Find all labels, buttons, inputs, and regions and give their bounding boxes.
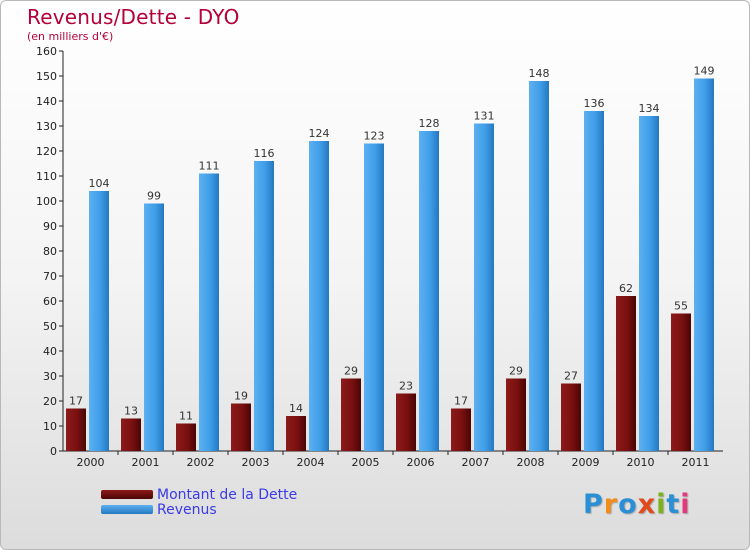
x-tick-label: 2005 bbox=[352, 456, 380, 469]
data-label-revenue: 116 bbox=[254, 147, 275, 160]
x-tick-label: 2002 bbox=[187, 456, 215, 469]
data-label-revenue: 131 bbox=[474, 110, 495, 123]
y-tick-label: 50 bbox=[43, 320, 57, 333]
y-tick-label: 150 bbox=[36, 70, 57, 83]
y-tick-label: 70 bbox=[43, 270, 57, 283]
y-tick-label: 140 bbox=[36, 95, 57, 108]
data-label-revenue: 136 bbox=[584, 97, 605, 110]
x-tick-label: 2006 bbox=[407, 456, 435, 469]
bar-revenue bbox=[694, 78, 714, 451]
bar-revenue bbox=[89, 191, 109, 451]
y-tick-label: 120 bbox=[36, 145, 57, 158]
legend-swatch-debt bbox=[101, 490, 153, 499]
y-tick-label: 90 bbox=[43, 220, 57, 233]
data-label-revenue: 99 bbox=[147, 190, 161, 203]
y-tick-label: 0 bbox=[50, 445, 57, 458]
bar-revenue bbox=[639, 116, 659, 451]
bar-revenue bbox=[419, 131, 439, 451]
data-label-debt: 11 bbox=[179, 410, 193, 423]
bar-debt bbox=[66, 408, 86, 451]
data-label-revenue: 123 bbox=[364, 130, 385, 143]
bar-revenue bbox=[199, 173, 219, 451]
bar-revenue bbox=[529, 81, 549, 451]
y-tick-label: 80 bbox=[43, 245, 57, 258]
y-tick-label: 40 bbox=[43, 345, 57, 358]
x-tick-label: 2009 bbox=[572, 456, 600, 469]
bar-debt bbox=[451, 408, 471, 451]
y-tick-label: 10 bbox=[43, 420, 57, 433]
logo-letter: i bbox=[656, 489, 667, 520]
bar-revenue bbox=[144, 203, 164, 451]
bar-debt bbox=[506, 378, 526, 451]
x-tick-label: 2004 bbox=[297, 456, 325, 469]
x-tick-label: 2007 bbox=[462, 456, 490, 469]
data-label-debt: 19 bbox=[234, 390, 248, 403]
chart-title: Revenus/Dette - DYO bbox=[27, 5, 240, 29]
bar-debt bbox=[616, 296, 636, 451]
bar-debt bbox=[231, 403, 251, 451]
x-tick-label: 2010 bbox=[627, 456, 655, 469]
bar-debt bbox=[121, 418, 141, 451]
bar-debt bbox=[671, 313, 691, 451]
y-tick-label: 20 bbox=[43, 395, 57, 408]
data-label-debt: 17 bbox=[69, 395, 83, 408]
y-tick-label: 130 bbox=[36, 120, 57, 133]
y-tick-label: 100 bbox=[36, 195, 57, 208]
x-tick-label: 2000 bbox=[77, 456, 105, 469]
bar-debt bbox=[341, 378, 361, 451]
logo-letter: x bbox=[637, 489, 657, 520]
data-label-debt: 23 bbox=[399, 380, 413, 393]
x-tick-label: 2003 bbox=[242, 456, 270, 469]
bar-revenue bbox=[254, 161, 274, 451]
data-label-debt: 17 bbox=[454, 395, 468, 408]
bar-debt bbox=[176, 423, 196, 451]
logo-letter: o bbox=[618, 489, 638, 520]
proxiti-logo: Proxiti bbox=[583, 489, 691, 520]
data-label-revenue: 128 bbox=[419, 117, 440, 130]
data-label-debt: 29 bbox=[344, 365, 358, 378]
logo-letter: i bbox=[680, 489, 691, 520]
y-tick-label: 30 bbox=[43, 370, 57, 383]
data-label-revenue: 104 bbox=[89, 177, 110, 190]
legend-label-debt: Montant de la Dette bbox=[157, 487, 298, 503]
bar-revenue bbox=[364, 143, 384, 451]
bar-revenue bbox=[474, 123, 494, 451]
legend-swatch-revenue bbox=[101, 505, 153, 514]
x-tick-label: 2011 bbox=[682, 456, 710, 469]
y-tick-label: 110 bbox=[36, 170, 57, 183]
y-tick-label: 60 bbox=[43, 295, 57, 308]
data-label-debt: 55 bbox=[674, 300, 688, 313]
logo-letter: P bbox=[583, 489, 604, 520]
bar-debt bbox=[396, 393, 416, 451]
data-label-debt: 14 bbox=[289, 402, 303, 415]
data-label-debt: 27 bbox=[564, 370, 578, 383]
bar-debt bbox=[561, 383, 581, 451]
x-tick-label: 2008 bbox=[517, 456, 545, 469]
bar-revenue bbox=[584, 111, 604, 451]
data-label-debt: 62 bbox=[619, 282, 633, 295]
data-label-debt: 13 bbox=[124, 405, 138, 418]
logo-letter: t bbox=[666, 489, 681, 520]
legend-label-revenue: Revenus bbox=[157, 502, 217, 518]
data-label-revenue: 148 bbox=[529, 67, 550, 80]
chart-subtitle: (en milliers d'€) bbox=[27, 30, 114, 43]
logo-letter: r bbox=[603, 489, 619, 520]
bar-debt bbox=[286, 416, 306, 451]
bar-revenue bbox=[309, 141, 329, 451]
data-label-revenue: 134 bbox=[639, 102, 660, 115]
data-label-debt: 29 bbox=[509, 365, 523, 378]
data-label-revenue: 111 bbox=[199, 160, 220, 173]
x-tick-label: 2001 bbox=[132, 456, 160, 469]
data-label-revenue: 124 bbox=[309, 127, 330, 140]
y-tick-label: 160 bbox=[36, 45, 57, 58]
data-label-revenue: 149 bbox=[694, 65, 715, 78]
